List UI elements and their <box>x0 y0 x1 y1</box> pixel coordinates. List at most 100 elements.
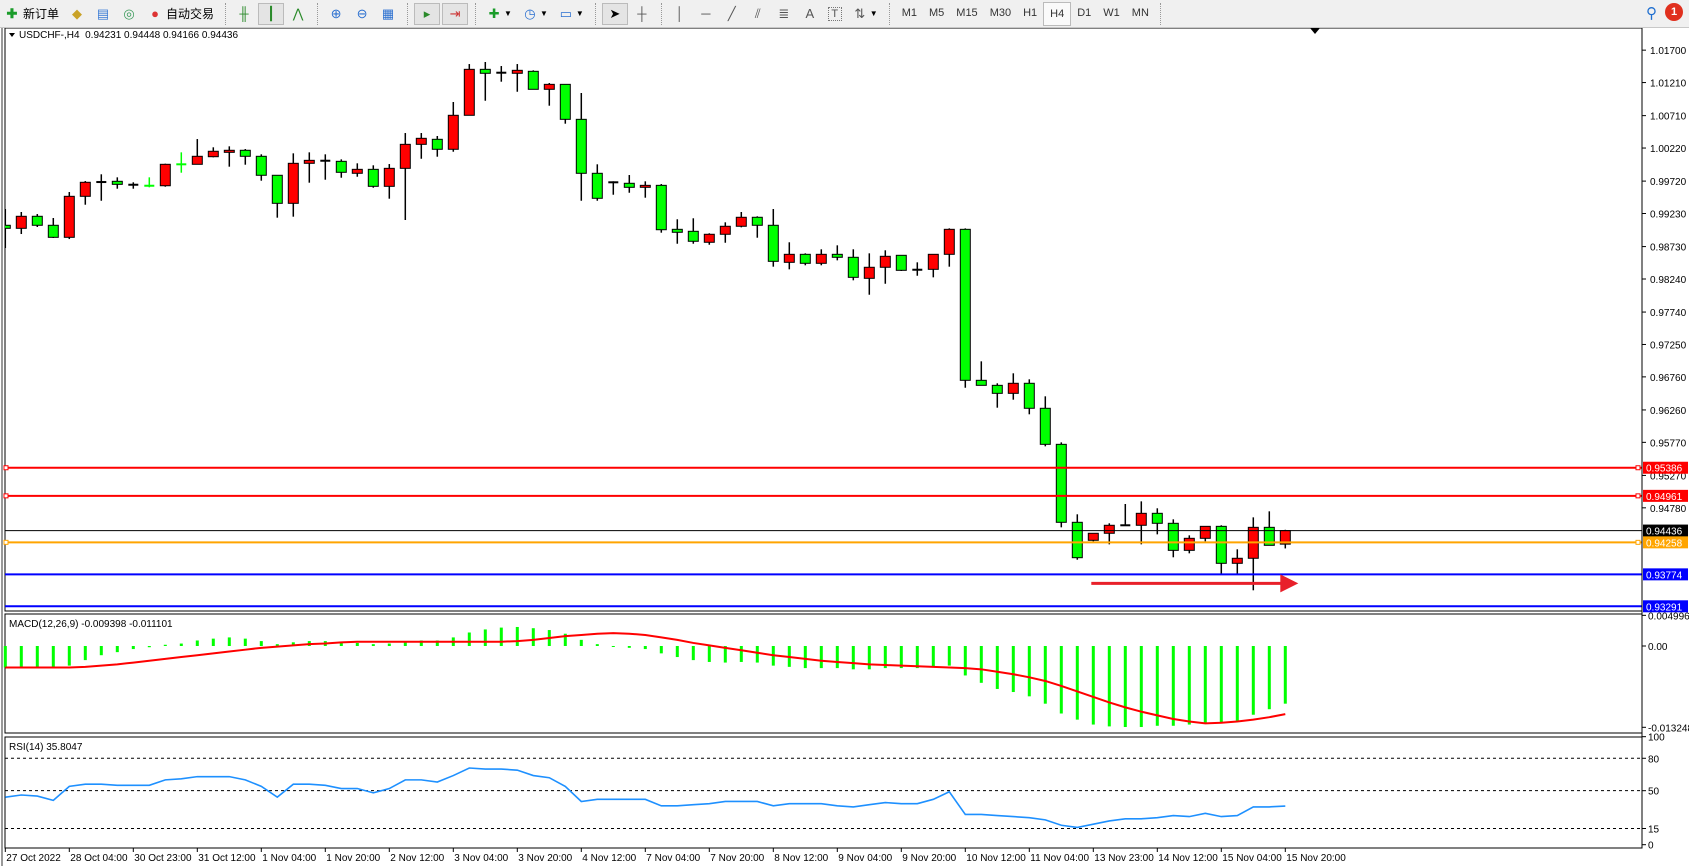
arrows-button[interactable]: ⇅ ▼ <box>848 3 882 25</box>
timeframe-h4[interactable]: H4 <box>1043 1 1072 26</box>
candle <box>815 249 827 266</box>
line-handle-right[interactable] <box>1635 493 1641 499</box>
symbol-menu-triangle-icon[interactable] <box>9 33 15 37</box>
macd-histogram-bar <box>755 645 759 663</box>
equidistant-channel-button[interactable]: ⫽ <box>746 3 770 25</box>
candle <box>111 177 123 189</box>
fibonacci-button[interactable]: ≣ <box>772 3 796 25</box>
vertical-line-button[interactable]: │ <box>668 3 692 25</box>
candle <box>176 152 187 173</box>
candle-body <box>1183 537 1195 551</box>
timeframe-m1[interactable]: M1 <box>901 6 917 19</box>
timeframe-h1[interactable]: H1 <box>1023 6 1038 19</box>
periods-button[interactable]: ◷ ▼ <box>518 3 552 25</box>
indicators-button[interactable]: ✚ ▼ <box>482 3 516 25</box>
timeframe-d1[interactable]: D1 <box>1077 6 1092 19</box>
time-label: 31 Oct 12:00 <box>198 853 256 864</box>
timeframe-mn[interactable]: MN <box>1131 6 1149 19</box>
candle-body <box>943 228 955 255</box>
candle <box>1231 549 1243 575</box>
price-tick-label: 0.99230 <box>1650 210 1687 221</box>
zoom-in-button[interactable]: ⊕ <box>324 3 348 25</box>
macd-histogram-bar <box>1139 645 1143 728</box>
macd-histogram-bar <box>899 645 903 669</box>
macd-histogram-bar <box>675 645 679 658</box>
line-handle-left[interactable] <box>3 465 9 471</box>
price-label-box <box>1643 600 1688 613</box>
text-label-button[interactable]: T <box>824 3 846 25</box>
line-handle-left[interactable] <box>3 539 9 545</box>
macd-histogram-bar <box>819 645 823 669</box>
search-icon[interactable]: ⚲ <box>1646 5 1657 22</box>
macd-histogram-bar <box>99 645 103 656</box>
market-watch-icon: ◆ <box>72 5 83 21</box>
tile-windows-icon: ▦ <box>381 5 395 21</box>
cursor-button[interactable]: ➤ <box>601 2 628 25</box>
candlestick-button[interactable]: ┃ <box>258 2 285 25</box>
bar-chart-button[interactable]: ╫ <box>232 3 256 25</box>
crosshair-button[interactable]: ┼ <box>630 3 654 25</box>
timeframe-m30[interactable]: M30 <box>989 6 1012 19</box>
candle <box>1135 501 1147 545</box>
timeframe-bar: M1 M5 M15 M30 H1 H4 D1 W1 MN <box>896 1 1155 26</box>
market-watch-button[interactable]: ◆ <box>65 3 89 25</box>
candle <box>496 66 507 82</box>
line-handle-left[interactable] <box>3 493 9 499</box>
macd-histogram-bar <box>867 645 871 670</box>
candle <box>383 164 395 199</box>
auto-scroll-button[interactable]: ▸ <box>414 2 441 25</box>
candle <box>159 163 171 187</box>
templates-button[interactable]: ▭ ▼ <box>554 3 588 25</box>
candle-body <box>367 168 379 187</box>
rsi-line <box>5 767 1286 829</box>
horizontal-line-button[interactable]: ─ <box>694 3 718 25</box>
candle-body <box>447 114 459 150</box>
candle-body <box>15 215 27 229</box>
zoom-out-button[interactable]: ⊖ <box>350 3 374 25</box>
price-tick-label: 1.01700 <box>1650 46 1687 57</box>
navigator-button[interactable]: ◎ <box>117 3 141 25</box>
timeframe-m15[interactable]: M15 <box>956 6 978 19</box>
candle-body <box>847 256 859 278</box>
candle-body <box>991 384 1003 394</box>
text-button[interactable]: A <box>798 3 822 25</box>
line-handle-right[interactable] <box>1635 539 1641 545</box>
macd-histogram-bar <box>851 645 855 670</box>
candle <box>79 181 91 205</box>
notification-icon[interactable]: 1 <box>1665 3 1683 21</box>
candle-body <box>783 253 795 263</box>
time-label: 1 Nov 20:00 <box>326 853 380 864</box>
macd-histogram-bar <box>3 645 7 668</box>
chart-shift-marker-icon[interactable] <box>1310 28 1320 34</box>
candle <box>31 214 43 228</box>
macd-histogram-bar <box>979 645 983 683</box>
macd-histogram-bar <box>195 640 199 646</box>
timeframe-m5[interactable]: M5 <box>929 6 945 19</box>
chart-shift-button[interactable]: ⇥ <box>442 2 469 25</box>
line-handle-right[interactable] <box>1635 465 1641 471</box>
candle-body <box>431 138 443 150</box>
line-chart-button[interactable]: ⋀ <box>286 3 310 25</box>
candle <box>351 163 363 177</box>
tile-windows-button[interactable]: ▦ <box>376 3 400 25</box>
candle-body <box>335 160 347 173</box>
price-label: 0.94961 <box>1646 492 1683 503</box>
symbol-header: USDCHF-,H4 0.94231 0.94448 0.94166 0.944… <box>19 30 238 41</box>
data-window-button[interactable]: ▤ <box>91 3 115 25</box>
macd-histogram-bar <box>1123 645 1127 728</box>
candle-body <box>575 118 587 174</box>
macd-histogram-bar <box>483 629 487 646</box>
auto-trading-button[interactable]: ● 自动交易 <box>143 3 218 25</box>
trendline-button[interactable]: ╱ <box>720 3 744 25</box>
macd-histogram-bar <box>51 645 55 668</box>
new-order-button[interactable]: ✚ 新订单 <box>0 3 63 25</box>
time-label: 15 Nov 20:00 <box>1286 853 1346 864</box>
macd-histogram-bar <box>931 645 935 668</box>
price-label-box <box>1643 536 1688 549</box>
toolbar-separator <box>225 2 227 25</box>
time-label: 28 Oct 04:00 <box>70 853 128 864</box>
zoom-out-icon: ⊖ <box>356 5 368 21</box>
candle-body <box>255 155 267 176</box>
timeframe-w1[interactable]: W1 <box>1103 6 1120 19</box>
